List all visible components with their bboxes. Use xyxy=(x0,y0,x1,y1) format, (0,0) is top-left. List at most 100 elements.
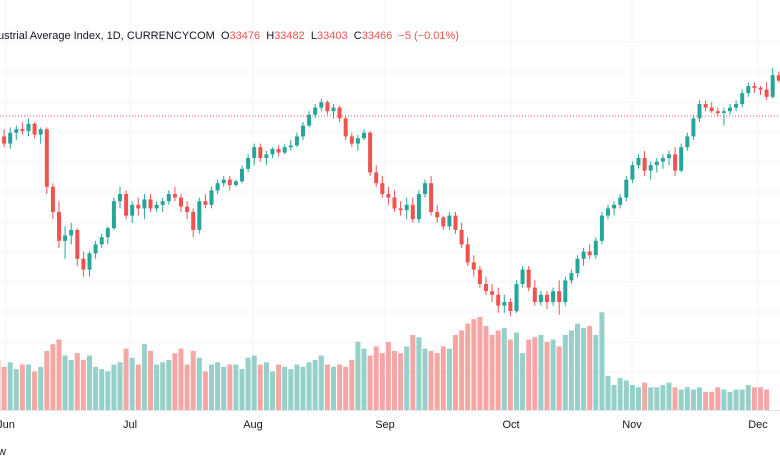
candle-body xyxy=(233,181,238,185)
volume-bar xyxy=(544,341,550,410)
volume-bar xyxy=(514,332,519,410)
volume-bar xyxy=(209,364,214,410)
candle-body xyxy=(618,197,623,205)
volume-bar xyxy=(483,325,489,410)
change-value: −5 (−0.01%) xyxy=(398,30,459,42)
volume-bar xyxy=(50,344,56,410)
candle-body xyxy=(477,269,482,284)
candle-body xyxy=(557,291,562,302)
candle-body xyxy=(502,302,507,306)
candle-body xyxy=(75,230,80,259)
volume-bar xyxy=(99,369,105,410)
candle-body xyxy=(343,118,348,137)
volume-bar xyxy=(477,316,483,410)
candle-body xyxy=(545,294,549,302)
x-tick-label: Aug xyxy=(243,419,263,431)
volume-bar xyxy=(221,366,227,410)
volume-bar xyxy=(276,364,282,410)
volume-bar xyxy=(599,312,605,410)
candle-body xyxy=(392,197,397,209)
candle-body xyxy=(38,129,43,135)
volume-bar xyxy=(703,391,709,410)
volume-bar xyxy=(196,357,202,410)
low-label: L xyxy=(310,30,318,42)
volume-bar xyxy=(520,353,526,410)
volume-bar xyxy=(257,364,263,410)
candle-body xyxy=(209,190,214,205)
candle-body xyxy=(368,132,373,173)
volume-bar xyxy=(245,357,251,410)
volume-bar xyxy=(202,371,208,410)
volume-bar xyxy=(270,371,275,410)
candle-body xyxy=(691,118,696,137)
candle-body xyxy=(703,104,708,108)
candle-body xyxy=(288,145,293,148)
volume-bar xyxy=(385,341,391,410)
volume-bar xyxy=(538,335,544,410)
candle-body xyxy=(496,294,501,306)
volume-bar xyxy=(318,355,324,410)
candle-body xyxy=(697,104,702,119)
candle-body xyxy=(380,183,385,194)
candle-body xyxy=(203,201,208,205)
volume-bar xyxy=(678,389,684,410)
volume-bar xyxy=(68,360,74,410)
candle-body xyxy=(484,284,488,292)
x-tick-label: Jun xyxy=(0,419,15,431)
volume-bar xyxy=(550,339,556,410)
candle-body xyxy=(20,129,25,131)
volume-bar xyxy=(282,366,288,410)
candle-body xyxy=(471,262,476,270)
candle-body xyxy=(734,104,739,108)
candle-body xyxy=(441,217,446,227)
candle-body xyxy=(307,114,312,126)
candle-body xyxy=(191,212,196,230)
candle-body xyxy=(429,183,434,212)
candle-body xyxy=(758,87,763,90)
candle-body xyxy=(642,158,647,171)
candle-body xyxy=(575,258,580,274)
volume-bar xyxy=(623,380,629,410)
candle-body xyxy=(386,194,391,198)
candle-body xyxy=(679,147,684,171)
volume-bar xyxy=(111,364,117,410)
candle-body xyxy=(538,294,543,302)
candle-body xyxy=(93,244,98,254)
candle-body xyxy=(124,194,129,216)
volume-bar xyxy=(568,330,574,410)
candle-body xyxy=(14,129,19,133)
volume-bar xyxy=(215,362,221,410)
volume-bar xyxy=(154,364,160,410)
volume-bar xyxy=(312,360,318,410)
candle-body xyxy=(593,240,598,256)
candle-body xyxy=(313,107,318,115)
close-value: 33466 xyxy=(361,30,393,42)
candle-body xyxy=(50,186,55,212)
volume-bar xyxy=(654,387,660,410)
candle-body xyxy=(740,93,745,104)
candle-body xyxy=(355,138,360,144)
candle-body xyxy=(154,204,159,209)
volume-bar xyxy=(428,350,434,410)
volume-bar xyxy=(501,328,507,410)
volume-bar xyxy=(166,360,172,410)
volume-bar xyxy=(172,353,178,410)
volume-bar xyxy=(410,335,416,410)
candle-body xyxy=(563,280,568,302)
volume-bar xyxy=(416,337,422,410)
volume-bar xyxy=(739,389,745,410)
candle-body xyxy=(410,204,415,220)
volume-bar xyxy=(733,389,739,410)
volume-bar xyxy=(465,323,471,410)
candle-body xyxy=(197,201,202,230)
series-legend: ustrial Average Index, 1D, CURRENCYCOM O… xyxy=(0,30,459,42)
candle-body xyxy=(435,212,440,218)
candle-body xyxy=(227,179,232,185)
candle-body xyxy=(776,75,780,81)
candle-body xyxy=(404,204,409,211)
volume-bar xyxy=(373,346,379,410)
candle-body xyxy=(142,199,147,209)
volume-bar xyxy=(93,366,99,410)
candle-body xyxy=(636,158,641,166)
